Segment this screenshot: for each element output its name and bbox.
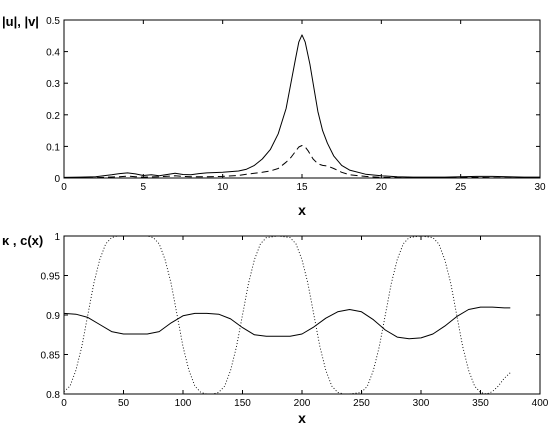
top-y-tick-label: 0.2 <box>46 111 60 122</box>
bottom-y-axis-label: κ , c(x) <box>2 233 43 248</box>
top-y-tick-label: 0 <box>54 174 60 185</box>
bottom-x-tick-label: 250 <box>353 398 370 409</box>
bottom-x-tick-label: 200 <box>294 398 311 409</box>
bottom-x-tick-label: 0 <box>61 398 67 409</box>
top-plot-frame <box>63 19 541 179</box>
top-series-dashed-line <box>63 145 541 179</box>
bottom-y-tick-label: 0.8 <box>46 390 60 401</box>
bottom-x-tick-label: 50 <box>118 398 130 409</box>
bottom-y-tick-label: 0.85 <box>41 351 61 362</box>
top-x-tick-label: 25 <box>455 182 467 193</box>
top-y-tick-label: 0.3 <box>46 79 60 90</box>
bottom-x-tick-label: 150 <box>234 398 251 409</box>
top-x-tick-label: 15 <box>296 182 308 193</box>
bottom-y-tick-label: 0.95 <box>41 272 61 283</box>
top-y-axis-label: |u|, |v| <box>2 14 39 29</box>
top-x-tick-label: 0 <box>61 182 67 193</box>
bottom-y-tick-label: 1 <box>54 232 60 243</box>
top-x-tick-label: 20 <box>376 182 388 193</box>
bottom-x-tick-label: 400 <box>532 398 549 409</box>
bottom-series-solid-line <box>63 306 511 340</box>
top-series-solid-line <box>63 34 540 178</box>
bottom-y-tick-label: 0.9 <box>46 311 60 322</box>
bottom-x-tick-label: 300 <box>413 398 430 409</box>
bottom-plot-frame <box>63 235 541 395</box>
bottom-series-dotted-line <box>63 235 511 395</box>
top-chart: |u|, |v| x 0 5 10 15 20 25 30 0 0.1 0.2 0.3 0.4 0.5 <box>2 14 546 218</box>
bottom-x-axis-label: x <box>298 410 306 426</box>
top-x-tick-label: 30 <box>534 182 546 193</box>
bottom-x-tick-label: 100 <box>175 398 192 409</box>
top-x-tick-label: 5 <box>141 182 147 193</box>
top-y-tick-label: 0.1 <box>46 142 60 153</box>
bottom-chart: κ , c(x) x 0 50 100 150 200 250 300 350 400 0.8 0.… <box>2 232 549 426</box>
top-y-tick-label: 0.5 <box>46 16 60 27</box>
top-y-tick-label: 0.4 <box>46 48 60 59</box>
top-x-axis-label: x <box>298 202 306 218</box>
top-x-tick-label: 10 <box>217 182 229 193</box>
bottom-x-tick-label: 350 <box>472 398 489 409</box>
